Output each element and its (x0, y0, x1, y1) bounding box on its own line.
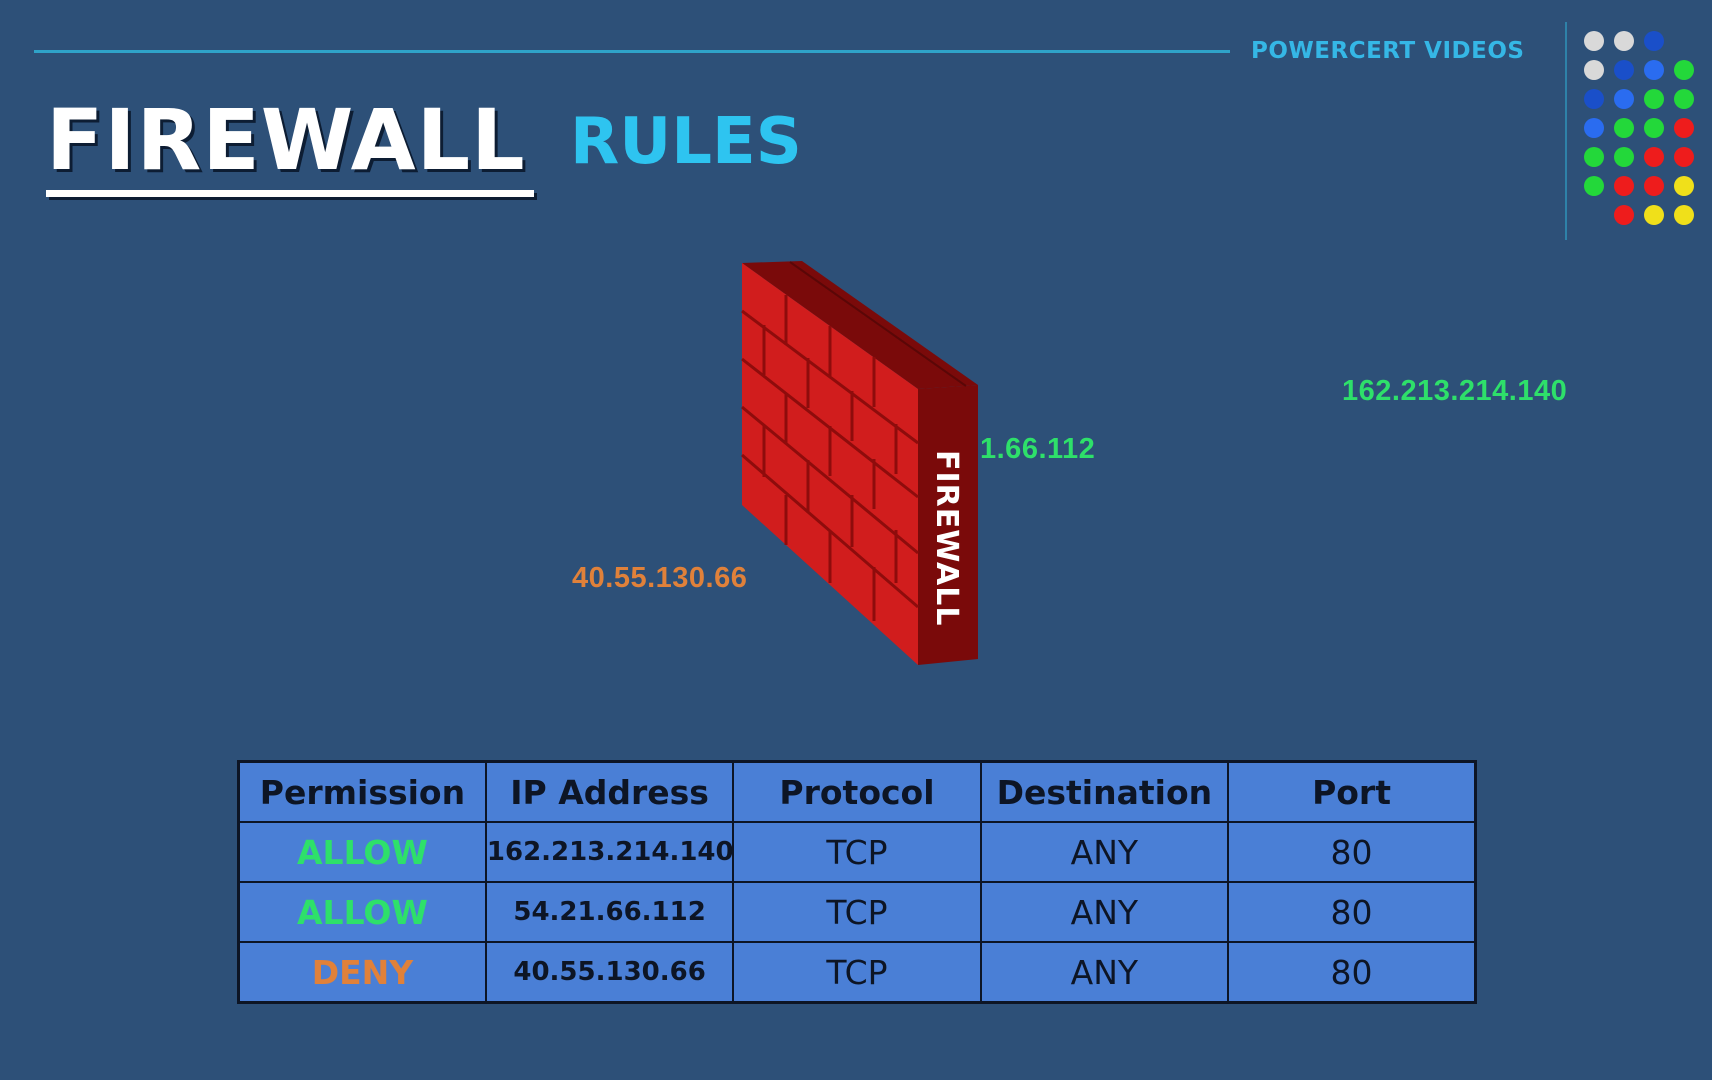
firewall-label: FIREWALL (929, 450, 964, 627)
ip-cell: 54.21.66.112 (484, 881, 735, 943)
dot-divider (1565, 22, 1567, 240)
header-divider (34, 50, 1230, 53)
protocol-cell: TCP (732, 821, 982, 883)
header-destination: Destination (979, 760, 1230, 823)
firewall-rules-table: Permission IP Address Protocol Destinati… (237, 760, 1477, 1004)
permission-cell: DENY (237, 941, 487, 1004)
table-row: ALLOW 162.213.214.140 TCP ANY 80 (237, 821, 1477, 883)
port-cell: 80 (1227, 821, 1477, 883)
table-row: ALLOW 54.21.66.112 TCP ANY 80 (237, 881, 1477, 943)
destination-cell: ANY (979, 941, 1230, 1004)
destination-cell: ANY (979, 881, 1230, 943)
table-header-row: Permission IP Address Protocol Destinati… (237, 760, 1477, 823)
firewall-wall-icon (741, 261, 978, 665)
permission-cell: ALLOW (237, 881, 487, 943)
header-protocol: Protocol (732, 760, 982, 823)
ip-label-middle: 1.66.112 (980, 433, 1096, 465)
protocol-cell: TCP (732, 881, 982, 943)
port-cell: 80 (1227, 941, 1477, 1004)
protocol-cell: TCP (732, 941, 982, 1004)
ip-label-top-right: 162.213.214.140 (1342, 375, 1568, 407)
header-port: Port (1227, 760, 1477, 823)
page-subtitle: RULES (570, 105, 802, 179)
brand-label: POWERCERT VIDEOS (1251, 38, 1525, 64)
port-cell: 80 (1227, 881, 1477, 943)
destination-cell: ANY (979, 821, 1230, 883)
table-row: DENY 40.55.130.66 TCP ANY 80 (237, 941, 1477, 1004)
page-title: FIREWALL (46, 91, 526, 189)
permission-cell: ALLOW (237, 821, 487, 883)
ip-label-left: 40.55.130.66 (572, 562, 748, 594)
header-permission: Permission (237, 760, 487, 823)
ip-cell: 162.213.214.140 (484, 821, 735, 883)
header-ip-address: IP Address (484, 760, 735, 823)
title-underline (46, 190, 534, 197)
ip-cell: 40.55.130.66 (484, 941, 735, 1004)
